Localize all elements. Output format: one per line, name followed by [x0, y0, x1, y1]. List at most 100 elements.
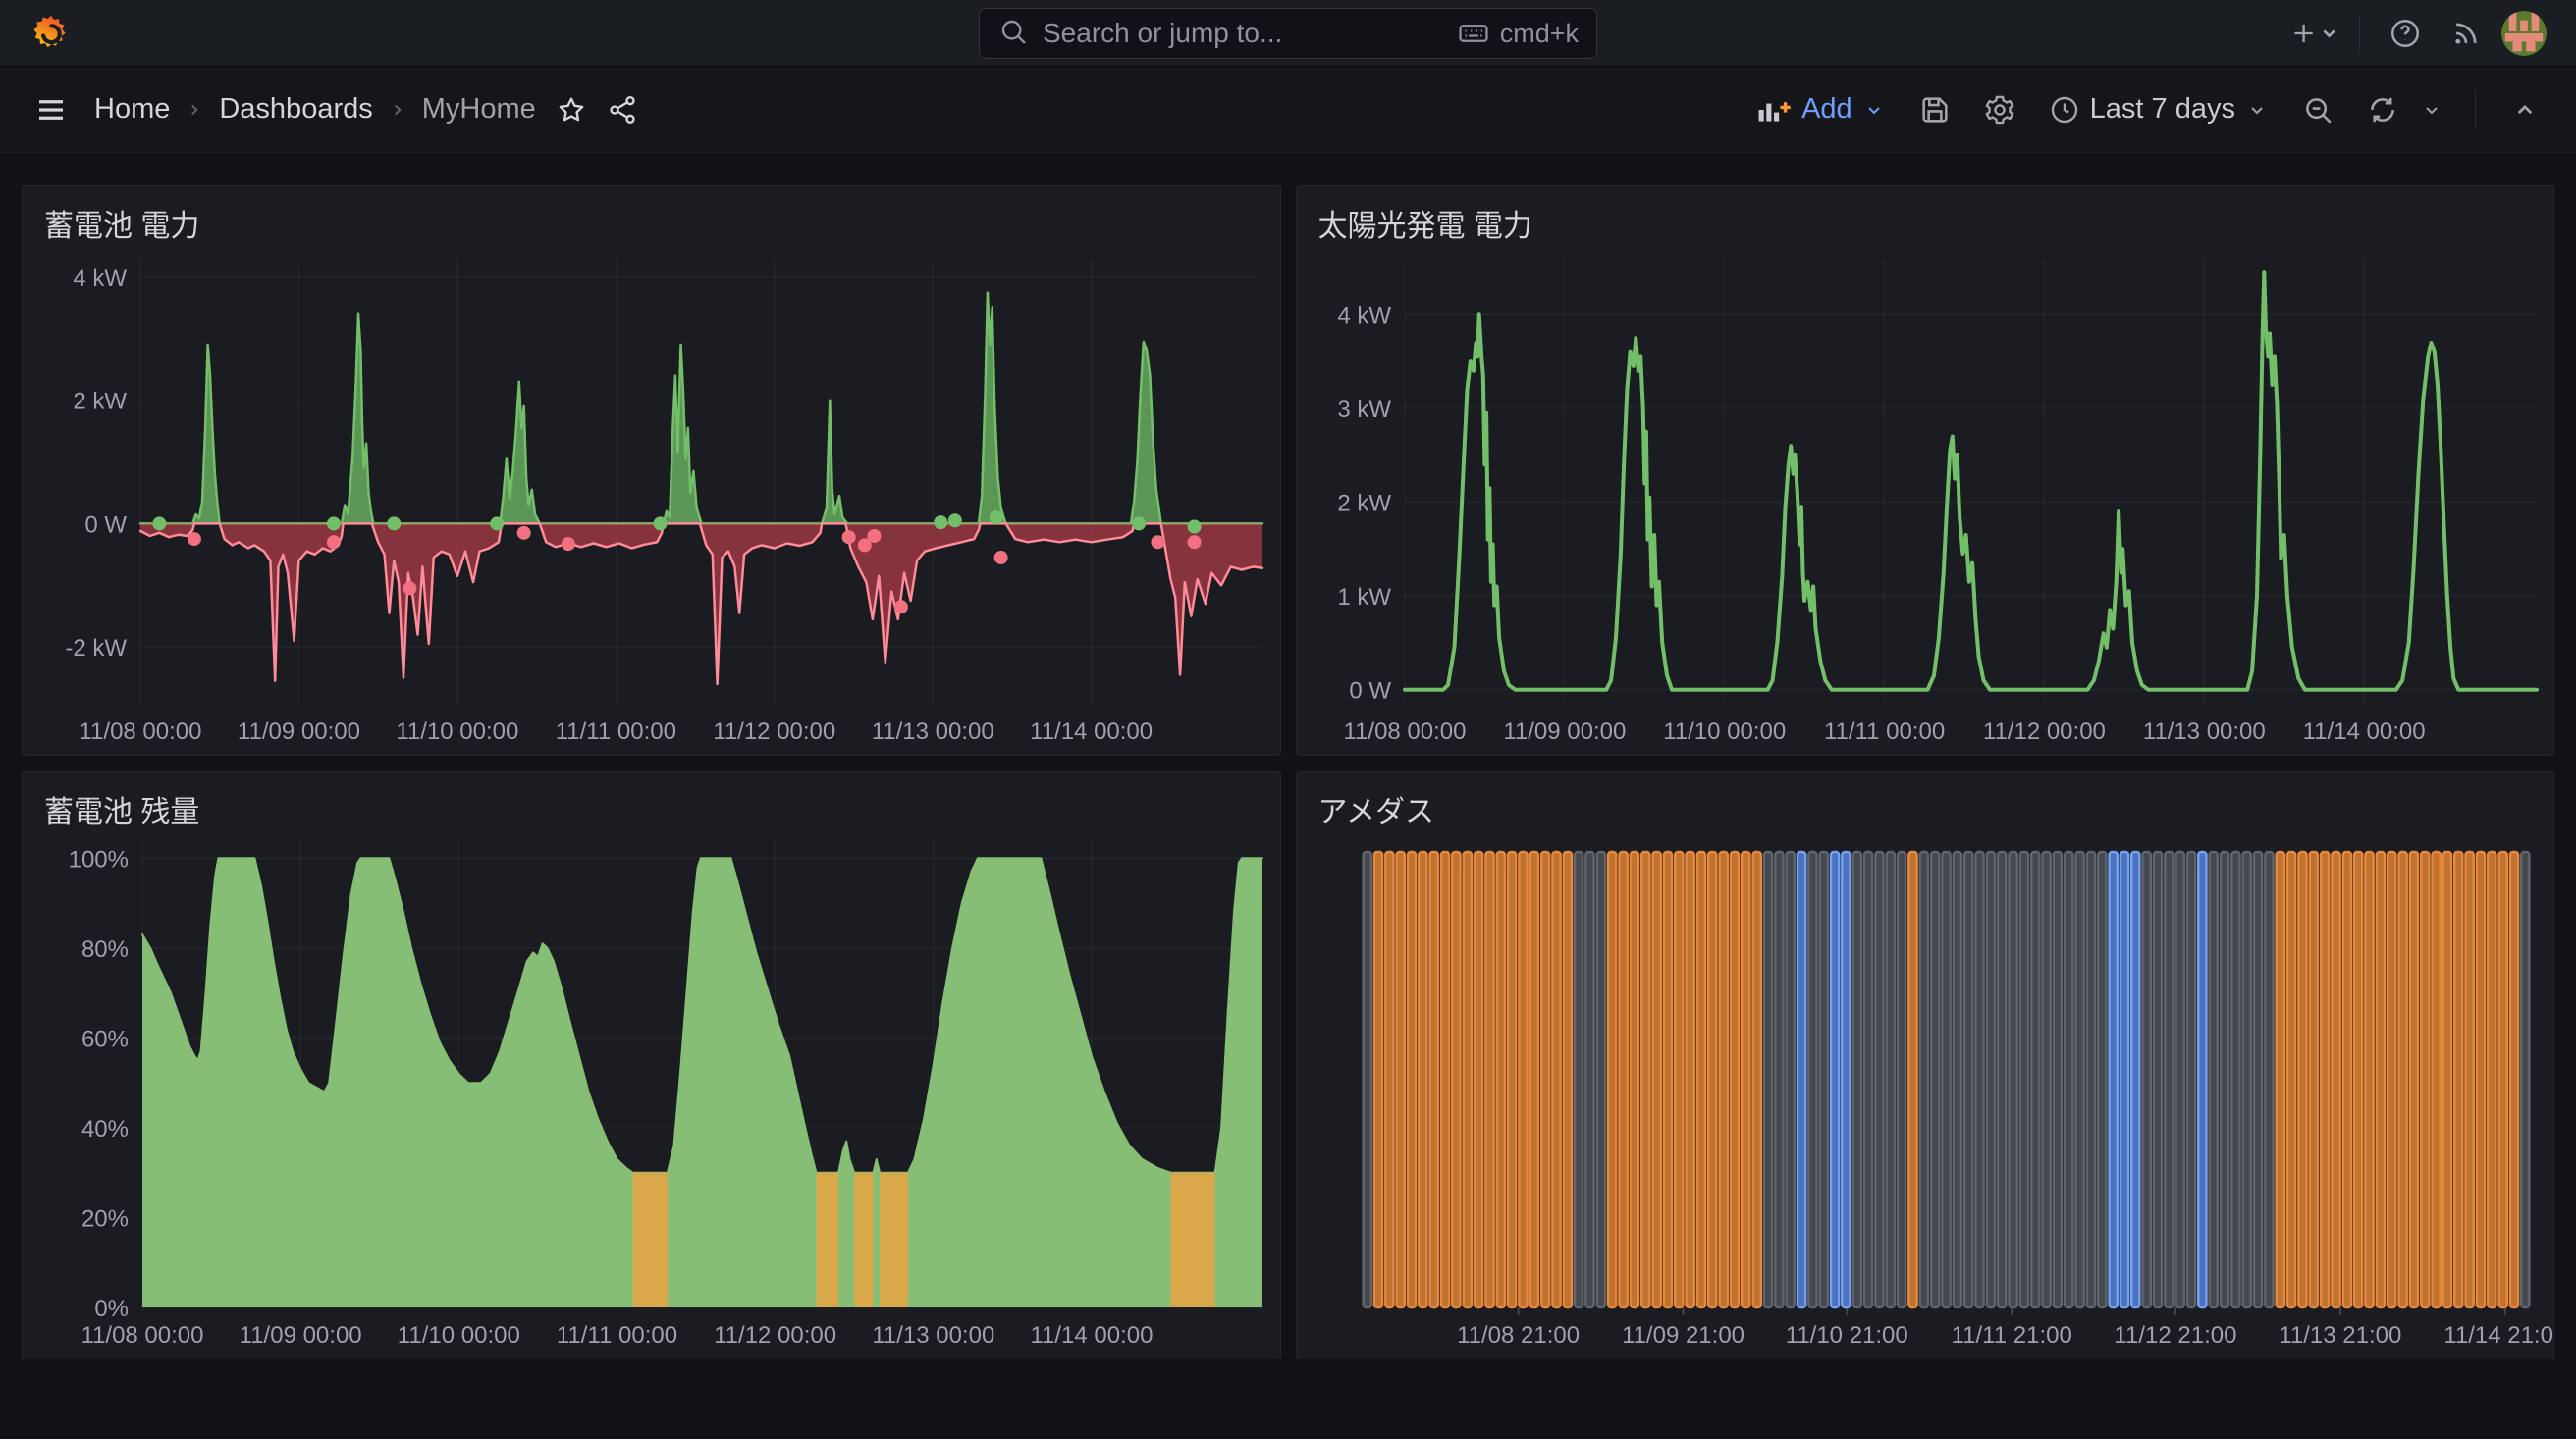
add-panel-icon: [1756, 94, 1792, 126]
keyboard-icon: [1457, 17, 1490, 50]
svg-text:11/10 00:00: 11/10 00:00: [398, 1322, 520, 1349]
svg-text:0 W: 0 W: [84, 511, 127, 538]
add-button[interactable]: Add: [1746, 85, 1896, 133]
breadcrumb: Home Dashboards MyHome: [94, 93, 536, 126]
svg-text:11/09 00:00: 11/09 00:00: [238, 719, 360, 745]
search-input[interactable]: Search or jump to... cmd+k: [979, 8, 1597, 59]
refresh-icon: [2366, 93, 2399, 127]
svg-text:11/10 21:00: 11/10 21:00: [1785, 1322, 1907, 1349]
chevron-down-icon: [1862, 98, 1886, 122]
panel-title[interactable]: 太陽光発電 電力: [1297, 186, 2554, 242]
search-placeholder: Search or jump to...: [1043, 18, 1443, 49]
svg-text:11/08 00:00: 11/08 00:00: [1343, 719, 1466, 745]
svg-text:11/11 21:00: 11/11 21:00: [1951, 1322, 2071, 1349]
svg-text:11/10 00:00: 11/10 00:00: [1663, 719, 1786, 745]
svg-text:11/12 00:00: 11/12 00:00: [713, 719, 835, 745]
svg-text:11/14 00:00: 11/14 00:00: [1030, 719, 1153, 745]
svg-text:80%: 80%: [81, 936, 129, 963]
svg-text:4 kW: 4 kW: [73, 265, 127, 292]
chevron-down-icon: [2420, 98, 2443, 122]
chevron-up-icon: [2510, 95, 2540, 125]
battery-power-chart[interactable]: 4 kW 2 kW 0 W -2 kW 11/08 00:00 11/09 00:00 11…: [23, 242, 1280, 755]
chevron-right-icon: [184, 99, 205, 121]
svg-text:0%: 0%: [94, 1296, 129, 1322]
breadcrumb-dashboards[interactable]: Dashboards: [219, 93, 372, 126]
svg-text:2 kW: 2 kW: [1337, 491, 1391, 517]
amedas-weather-chart[interactable]: 11/08 21:00 11/09 21:00 11/10 21:00 11/11 2…: [1297, 828, 2554, 1359]
favorite-button[interactable]: [546, 84, 597, 135]
breadcrumb-home[interactable]: Home: [94, 93, 170, 126]
help-button[interactable]: [2380, 8, 2431, 59]
svg-text:11/13 00:00: 11/13 00:00: [872, 719, 994, 745]
panel-solar-power: 太陽光発電 電力 4 kW 3 kW 2 kW 1 kW 0 W 11/08 00:00 1…: [1296, 185, 2555, 756]
panel-battery-power: 蓄電池 電力 4 kW 2 kW 0 W -2 kW 11/08 00:00 11/09 …: [22, 185, 1281, 756]
dashboard-toolbar: Home Dashboards MyHome Add: [0, 67, 2576, 153]
svg-text:11/08 00:00: 11/08 00:00: [79, 719, 201, 745]
gear-icon: [1983, 93, 2016, 127]
svg-text:11/13 21:00: 11/13 21:00: [2279, 1322, 2401, 1349]
hamburger-icon: [33, 92, 69, 128]
svg-text:11/12 00:00: 11/12 00:00: [714, 1322, 836, 1349]
svg-text:11/09 21:00: 11/09 21:00: [1622, 1322, 1744, 1349]
svg-text:11/12 00:00: 11/12 00:00: [1982, 719, 2105, 745]
mega-menu-toggle[interactable]: [26, 84, 77, 135]
svg-text:11/08 21:00: 11/08 21:00: [1457, 1322, 1580, 1349]
svg-text:0 W: 0 W: [1349, 678, 1391, 705]
svg-text:4 kW: 4 kW: [1337, 302, 1391, 329]
news-button[interactable]: [2441, 8, 2492, 59]
breadcrumb-current: MyHome: [422, 93, 536, 126]
svg-text:11/13 00:00: 11/13 00:00: [2142, 719, 2265, 745]
svg-text:1 kW: 1 kW: [1337, 584, 1391, 611]
refresh-button[interactable]: [2357, 84, 2408, 135]
svg-text:11/12 21:00: 11/12 21:00: [2114, 1322, 2236, 1349]
solar-power-chart[interactable]: 4 kW 3 kW 2 kW 1 kW 0 W 11/08 00:00 11/09 00:0…: [1297, 242, 2554, 755]
collapse-toolbar-button[interactable]: [2499, 84, 2550, 135]
battery-level-chart[interactable]: 100%80%60%40%20%0%11/08 00:0011/09 00:00…: [23, 828, 1280, 1359]
svg-text:100%: 100%: [69, 846, 129, 873]
star-icon: [556, 94, 587, 126]
dashboard-grid: 蓄電池 電力 4 kW 2 kW 0 W -2 kW 11/08 00:00 11/09 …: [0, 153, 2576, 1359]
panel-title[interactable]: 蓄電池 残量: [23, 772, 1280, 828]
svg-text:11/14 21:00: 11/14 21:00: [2443, 1322, 2554, 1349]
user-avatar[interactable]: [2501, 11, 2547, 56]
svg-text:11/09 00:00: 11/09 00:00: [1503, 719, 1626, 745]
zoom-out-icon: [2301, 93, 2334, 127]
refresh-interval-dropdown[interactable]: [2412, 84, 2451, 135]
time-range-picker[interactable]: Last 7 days: [2039, 85, 2279, 133]
svg-text:-2 kW: -2 kW: [65, 635, 127, 662]
panel-title[interactable]: 蓄電池 電力: [23, 186, 1280, 242]
topbar-divider: [2359, 14, 2360, 53]
new-button[interactable]: [2288, 8, 2339, 59]
svg-text:11/11 00:00: 11/11 00:00: [557, 1322, 677, 1349]
svg-text:2 kW: 2 kW: [73, 389, 127, 415]
panel-battery-level: 蓄電池 残量 100%80%60%40%20%0%11/08 00:0011/0…: [22, 771, 1281, 1359]
share-button[interactable]: [597, 84, 648, 135]
share-icon: [607, 94, 638, 126]
chevron-right-icon: [387, 99, 408, 121]
question-icon: [2388, 17, 2422, 50]
svg-text:11/11 00:00: 11/11 00:00: [1823, 719, 1944, 745]
svg-text:40%: 40%: [81, 1116, 129, 1143]
grafana-logo-icon[interactable]: [29, 12, 73, 55]
save-dashboard-button[interactable]: [1909, 84, 1960, 135]
clock-icon: [2049, 94, 2080, 126]
time-range-label: Last 7 days: [2090, 93, 2235, 126]
top-bar: Search or jump to... cmd+k: [0, 0, 2576, 67]
svg-text:11/10 00:00: 11/10 00:00: [396, 719, 518, 745]
svg-text:11/14 00:00: 11/14 00:00: [2302, 719, 2425, 745]
dashboard-settings-button[interactable]: [1974, 84, 2025, 135]
rss-icon: [2449, 17, 2483, 50]
svg-text:11/13 00:00: 11/13 00:00: [872, 1322, 994, 1349]
toolbar-divider: [2475, 90, 2476, 130]
svg-text:20%: 20%: [81, 1205, 129, 1232]
search-shortcut: cmd+k: [1457, 17, 1579, 50]
panel-amedas: アメダス 11/08 21:0011/09 21:0011/10 21:0011…: [1296, 771, 2555, 1359]
svg-text:11/11 00:00: 11/11 00:00: [556, 719, 676, 745]
chevron-down-icon: [2245, 98, 2269, 122]
panel-title[interactable]: アメダス: [1297, 772, 2554, 828]
svg-text:11/09 00:00: 11/09 00:00: [240, 1322, 362, 1349]
save-icon: [1918, 93, 1952, 127]
svg-text:11/08 00:00: 11/08 00:00: [80, 1322, 203, 1349]
svg-text:3 kW: 3 kW: [1337, 397, 1391, 423]
zoom-out-button[interactable]: [2292, 84, 2343, 135]
